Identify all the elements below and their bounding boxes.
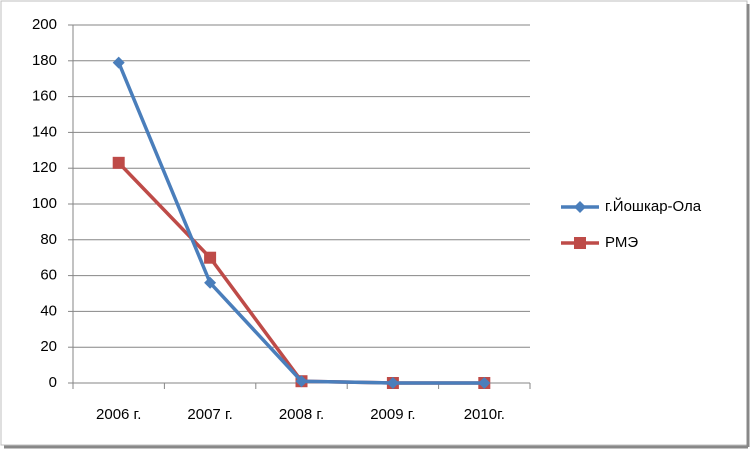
data-point xyxy=(478,377,491,389)
y-tick-label: 100 xyxy=(32,195,57,212)
x-tick-label: 2006 г. xyxy=(96,406,141,423)
x-tick-label: 2009 г. xyxy=(370,406,415,423)
legend-marker xyxy=(574,237,586,249)
y-tick-label: 0 xyxy=(49,374,57,391)
x-tick-label: 2010г. xyxy=(464,406,505,423)
y-tick-label: 20 xyxy=(40,338,57,355)
data-point xyxy=(295,375,308,388)
legend-label: РМЭ xyxy=(605,234,638,251)
data-point xyxy=(112,156,125,169)
y-tick-label: 40 xyxy=(40,302,57,319)
y-tick-label: 200 xyxy=(32,16,57,33)
x-tick-label: 2008 г. xyxy=(279,406,324,423)
y-tick-label: 120 xyxy=(32,159,57,176)
legend-marker xyxy=(574,201,586,213)
legend-label: г.Йошкар-Ола xyxy=(605,197,702,215)
data-point xyxy=(112,56,125,69)
y-tick-label: 140 xyxy=(32,123,57,140)
y-tick-label: 180 xyxy=(32,52,57,69)
x-tick-label: 2007 г. xyxy=(187,406,232,423)
y-tick-label: 60 xyxy=(40,267,57,284)
data-point xyxy=(204,276,217,289)
data-point xyxy=(204,251,217,264)
y-tick-label: 80 xyxy=(40,231,57,248)
y-tick-label: 160 xyxy=(32,88,57,105)
data-point xyxy=(386,377,399,389)
